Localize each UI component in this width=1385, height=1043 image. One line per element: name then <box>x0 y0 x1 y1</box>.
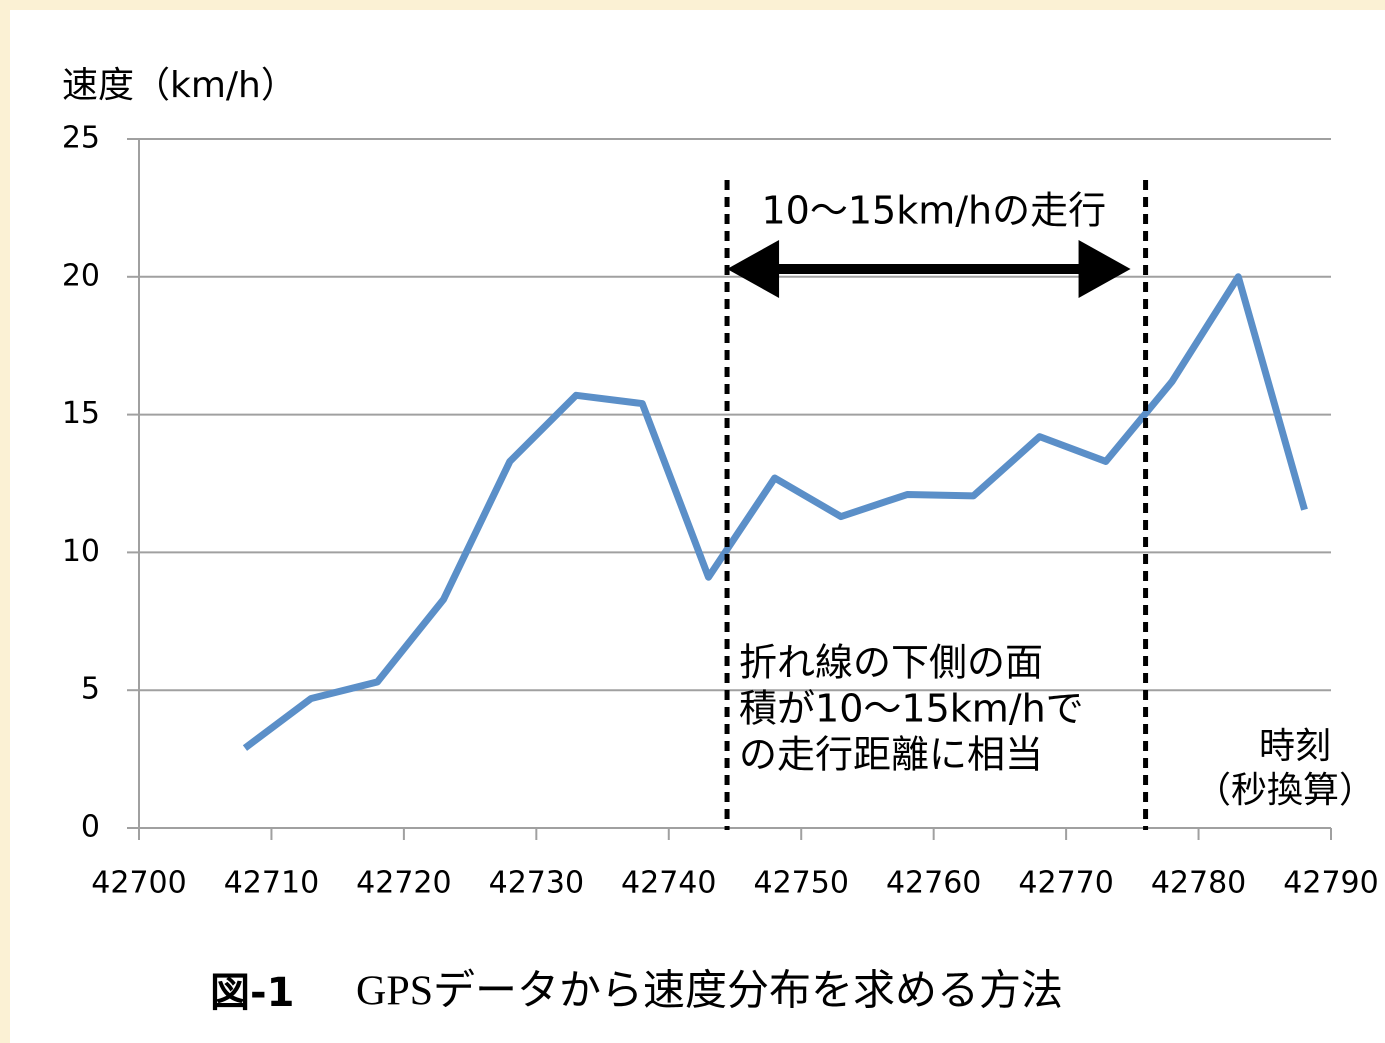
x-tick-label: 42790 <box>1283 866 1378 901</box>
arrow-head <box>727 240 780 298</box>
caption-text: GPSデータから速度分布を求める方法 <box>356 968 1063 1015</box>
y-axis-label: 速度（km/h） <box>62 65 297 106</box>
x-tick-label: 42710 <box>224 866 319 901</box>
x-axis-label: 時刻 <box>1259 726 1331 767</box>
y-tick-label: 0 <box>81 810 100 845</box>
x-tick-label: 42730 <box>489 866 584 901</box>
arrow-label: 10～15km/hの走行 <box>762 189 1107 233</box>
x-tick-label: 42700 <box>91 866 186 901</box>
arrow-head <box>1078 240 1131 298</box>
annotation-note: の走行距離に相当 <box>739 733 1043 777</box>
y-tick-label: 25 <box>62 121 100 156</box>
y-tick-label: 15 <box>62 396 100 431</box>
caption-label: 図-1 <box>210 970 294 1016</box>
x-tick-label: 42720 <box>356 866 451 901</box>
annotation-note: 折れ線の下側の面 <box>739 641 1043 685</box>
annotation-note: 積が10～15km/hで <box>739 687 1084 731</box>
y-tick-label: 10 <box>62 534 100 569</box>
x-tick-label: 42770 <box>1018 866 1113 901</box>
y-tick-label: 20 <box>62 258 100 293</box>
x-axis-label: （秒換算） <box>1195 770 1375 811</box>
x-tick-label: 42750 <box>754 866 849 901</box>
x-tick-label: 42740 <box>621 866 716 901</box>
x-tick-label: 42780 <box>1151 866 1246 901</box>
x-tick-label: 42760 <box>886 866 981 901</box>
y-tick-label: 5 <box>81 672 100 707</box>
data-line <box>242 273 1308 751</box>
background <box>10 10 1385 1043</box>
